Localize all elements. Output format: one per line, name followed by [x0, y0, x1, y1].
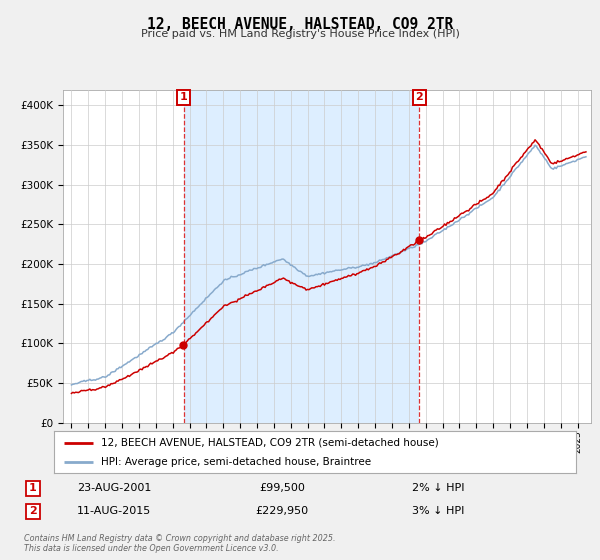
Text: HPI: Average price, semi-detached house, Braintree: HPI: Average price, semi-detached house,…	[101, 457, 371, 467]
Text: 2: 2	[29, 506, 37, 516]
Text: 2% ↓ HPI: 2% ↓ HPI	[412, 483, 464, 493]
Text: 3% ↓ HPI: 3% ↓ HPI	[412, 506, 464, 516]
Text: Contains HM Land Registry data © Crown copyright and database right 2025.
This d: Contains HM Land Registry data © Crown c…	[24, 534, 335, 553]
Text: 12, BEECH AVENUE, HALSTEAD, CO9 2TR: 12, BEECH AVENUE, HALSTEAD, CO9 2TR	[147, 17, 453, 32]
Text: 2: 2	[415, 92, 423, 102]
Text: 1: 1	[29, 483, 37, 493]
Text: 12, BEECH AVENUE, HALSTEAD, CO9 2TR (semi-detached house): 12, BEECH AVENUE, HALSTEAD, CO9 2TR (sem…	[101, 437, 439, 447]
Text: 1: 1	[180, 92, 187, 102]
Text: 23-AUG-2001: 23-AUG-2001	[77, 483, 151, 493]
Text: £229,950: £229,950	[256, 506, 308, 516]
Text: £99,500: £99,500	[259, 483, 305, 493]
Text: 11-AUG-2015: 11-AUG-2015	[77, 506, 151, 516]
Text: Price paid vs. HM Land Registry's House Price Index (HPI): Price paid vs. HM Land Registry's House …	[140, 29, 460, 39]
Bar	[184, 90, 419, 423]
